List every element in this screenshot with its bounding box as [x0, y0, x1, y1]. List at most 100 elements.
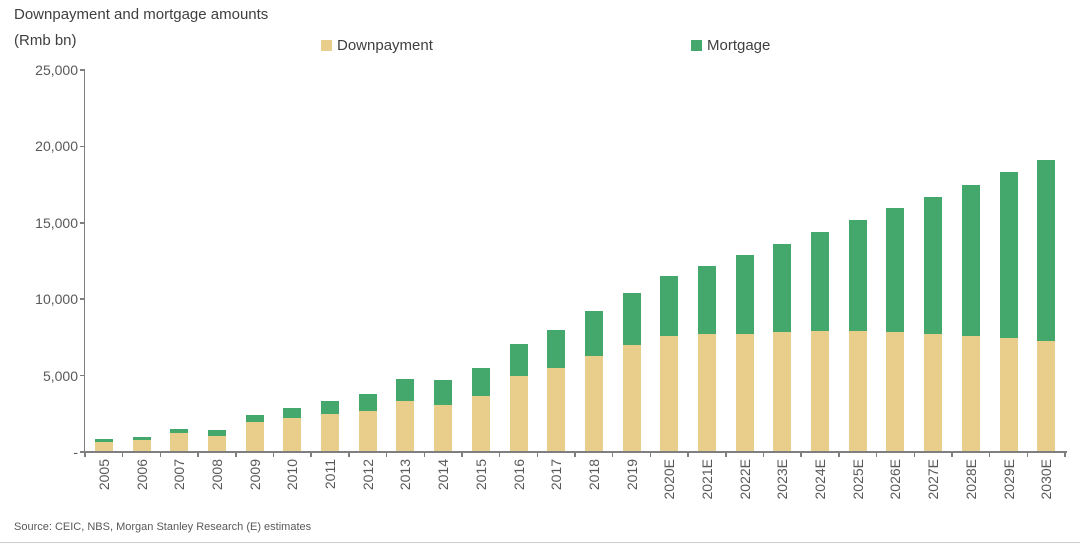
x-axis-label-2021E: 2021E — [698, 459, 715, 500]
bar-segment-downpayment-2027E — [924, 334, 943, 452]
x-axis-tick — [762, 452, 765, 457]
x-axis-label-2029E: 2029E — [1000, 459, 1017, 500]
x-axis-label-2024E: 2024E — [812, 459, 828, 500]
bar-2020E — [660, 276, 679, 452]
bar-segment-downpayment-2020E — [660, 335, 679, 452]
x-axis-tick — [536, 452, 539, 457]
bottom-divider — [0, 542, 1080, 543]
bar-segment-mortgage-2027E — [924, 196, 943, 335]
bar-2029E — [999, 172, 1018, 452]
x-axis-tick — [498, 452, 501, 457]
x-axis-label-2026E: 2026E — [887, 459, 904, 500]
x-axis-label-2014: 2014 — [435, 459, 452, 491]
bar-2016 — [509, 343, 528, 453]
bar-segment-mortgage-2018 — [584, 310, 603, 356]
x-axis-label-2007: 2007 — [171, 459, 188, 491]
bar-segment-mortgage-2024E — [811, 232, 829, 332]
bar-2024E — [811, 232, 829, 452]
x-axis-label-2008: 2008 — [208, 459, 225, 491]
bar-2009 — [245, 414, 264, 452]
x-axis-tick — [838, 452, 840, 457]
x-axis-label-2030E: 2030E — [1038, 459, 1055, 500]
x-axis-label-2017: 2017 — [548, 459, 565, 491]
y-axis-tick — [80, 222, 85, 224]
x-axis-label-2011: 2011 — [322, 459, 338, 490]
bar-segment-downpayment-2030E — [1037, 341, 1056, 452]
y-axis-label-5000: 5,000 — [42, 367, 78, 384]
bar-segment-mortgage-2013 — [396, 378, 415, 401]
bar-segment-mortgage-2015 — [471, 368, 490, 397]
bar-segment-downpayment-2010 — [283, 417, 302, 452]
bar-segment-mortgage-2028E — [961, 184, 980, 336]
bar-segment-mortgage-2026E — [886, 208, 905, 333]
bar-segment-downpayment-2011 — [321, 413, 339, 452]
bar-segment-mortgage-2010 — [283, 407, 302, 418]
bar-segment-mortgage-2009 — [245, 414, 264, 423]
x-axis-label-2023E: 2023E — [774, 459, 791, 500]
legend-swatch-mortgage — [691, 39, 702, 51]
bar-segment-mortgage-2016 — [509, 343, 528, 377]
bar-segment-mortgage-2023E — [773, 244, 792, 333]
chart-title: Downpayment and mortgage amounts — [14, 6, 269, 23]
x-axis-tick — [423, 452, 425, 457]
bar-segment-downpayment-2028E — [961, 335, 980, 452]
bar-2023E — [773, 244, 792, 452]
legend-swatch-downpayment — [321, 39, 332, 51]
bar-2025E — [848, 219, 867, 452]
x-axis-label-2019: 2019 — [623, 459, 640, 491]
y-axis-line — [83, 70, 85, 452]
x-axis-tick — [913, 452, 915, 457]
legend-label-mortgage: Mortgage — [707, 36, 771, 54]
bar-2013 — [396, 378, 415, 452]
y-axis-label-0: - — [73, 444, 78, 460]
x-axis-label-2015: 2015 — [472, 459, 489, 491]
bar-segment-downpayment-2026E — [886, 332, 905, 452]
axis-unit-label: (Rmb bn) — [14, 32, 77, 49]
bar-2010 — [283, 407, 302, 452]
bar-2008 — [207, 430, 226, 452]
bar-2005 — [94, 439, 113, 452]
x-axis-tick — [235, 452, 237, 457]
legend-label-downpayment: Downpayment — [337, 36, 433, 54]
bar-segment-mortgage-2019 — [622, 293, 641, 346]
bar-segment-mortgage-2029E — [999, 172, 1018, 339]
bar-segment-downpayment-2017 — [547, 367, 566, 452]
bar-segment-mortgage-2021E — [697, 265, 716, 335]
bar-2026E — [886, 208, 905, 452]
x-axis-tick — [1026, 452, 1029, 457]
bar-segment-downpayment-2024E — [811, 331, 829, 452]
x-axis-tick — [875, 452, 878, 457]
bar-segment-mortgage-2012 — [358, 393, 377, 411]
x-axis-tick — [461, 452, 463, 457]
bar-segment-downpayment-2019 — [622, 345, 641, 452]
bar-2012 — [358, 393, 377, 452]
x-axis-tick — [574, 452, 576, 457]
bar-segment-downpayment-2021E — [697, 334, 716, 452]
legend-item-mortgage: Mortgage — [691, 36, 771, 54]
bar-2017 — [547, 329, 566, 452]
x-axis-label-2006: 2006 — [133, 459, 150, 491]
bar-segment-downpayment-2022E — [735, 333, 754, 452]
bar-segment-downpayment-2013 — [396, 400, 415, 452]
bar-segment-downpayment-2025E — [848, 331, 867, 452]
x-axis-label-2010: 2010 — [284, 459, 301, 491]
x-axis-tick — [197, 452, 199, 457]
legend-item-downpayment: Downpayment — [321, 36, 433, 54]
y-axis-tick — [80, 298, 85, 300]
x-axis-tick — [348, 452, 350, 457]
bar-2027E — [924, 196, 943, 452]
bar-segment-mortgage-2030E — [1037, 160, 1056, 342]
x-axis-tick — [649, 452, 652, 457]
x-axis-tick — [272, 452, 275, 457]
bar-segment-downpayment-2015 — [471, 396, 490, 452]
x-axis-label-2025E: 2025E — [849, 459, 866, 500]
bar-segment-mortgage-2022E — [735, 254, 754, 334]
x-axis-label-2016: 2016 — [510, 459, 527, 491]
x-axis-tick — [611, 452, 614, 457]
bar-2014 — [434, 380, 453, 452]
x-axis-tick — [800, 452, 802, 457]
y-axis-label-25000: 25,000 — [35, 62, 78, 78]
bar-2030E — [1037, 160, 1056, 452]
bar-segment-downpayment-2009 — [245, 422, 264, 452]
